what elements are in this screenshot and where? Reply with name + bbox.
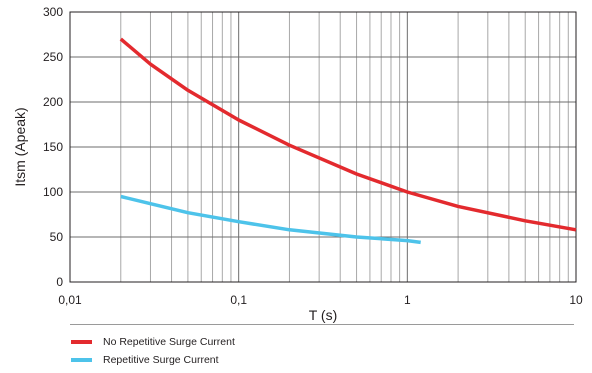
legend-label: Repetitive Surge Current bbox=[103, 354, 219, 366]
y-tick-label: 100 bbox=[43, 185, 63, 199]
legend-label: No Repetitive Surge Current bbox=[103, 336, 235, 348]
y-tick-label: 250 bbox=[43, 50, 63, 64]
y-tick-label: 300 bbox=[43, 5, 63, 19]
repetitive-surge-line bbox=[120, 194, 421, 245]
y-tick-label: 0 bbox=[56, 275, 63, 289]
y-axis-label: Itsm (Apeak) bbox=[12, 107, 28, 186]
y-tick-label: 50 bbox=[50, 230, 64, 244]
y-tick-label: 150 bbox=[43, 140, 63, 154]
legend-item-no-repetitive: No Repetitive Surge Current bbox=[70, 333, 574, 351]
y-tick-labels: 0 50 100 150 200 250 300 bbox=[43, 5, 63, 289]
x-tick-label: 0,1 bbox=[230, 293, 247, 307]
plot-frame bbox=[69, 11, 577, 283]
x-tick-label: 10 bbox=[569, 293, 583, 307]
x-axis-label: T (s) bbox=[309, 307, 338, 323]
series-layer bbox=[119, 37, 577, 245]
legend: No Repetitive Surge Current Repetitive S… bbox=[70, 324, 574, 369]
y-tick-label: 200 bbox=[43, 95, 63, 109]
x-tick-labels: 0,01 0,1 1 10 bbox=[58, 293, 583, 307]
no-repetitive-surge-line bbox=[119, 37, 577, 232]
major-gridlines bbox=[69, 11, 577, 283]
legend-item-repetitive: Repetitive Surge Current bbox=[70, 351, 574, 369]
legend-swatch-blue bbox=[71, 358, 92, 362]
legend-swatch-red bbox=[71, 340, 92, 344]
x-tick-label: 0,01 bbox=[58, 293, 82, 307]
x-tick-label: 1 bbox=[404, 293, 411, 307]
